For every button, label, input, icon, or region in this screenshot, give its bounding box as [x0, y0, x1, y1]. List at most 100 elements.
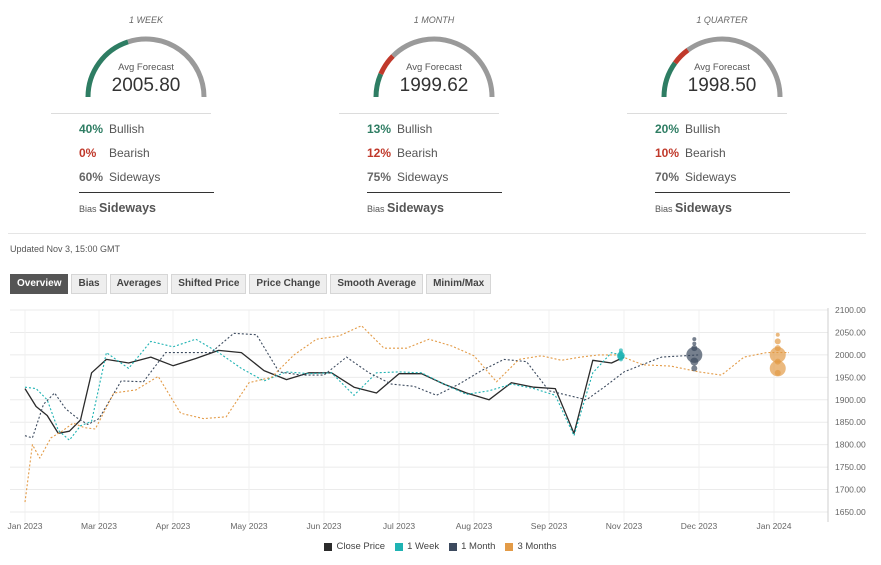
bearish-pct: 12%	[367, 146, 392, 160]
legend-label: 1 Month	[461, 541, 496, 552]
bullish-label: Bullish	[397, 122, 433, 136]
series-line-1-week	[24, 338, 625, 441]
separator	[339, 113, 499, 114]
tab-shifted-price[interactable]: Shifted Price	[171, 274, 247, 294]
forecast-line-chart: 1650.00 1700.00 1750.00 1800.00 1850.00 1900.…	[8, 305, 866, 531]
x-tick-label: Nov 2023	[606, 521, 643, 531]
forecast-point-1-month[interactable]	[692, 337, 697, 342]
section-divider	[8, 233, 866, 234]
bullish-pct: 13%	[367, 122, 392, 136]
series-line-1-month	[24, 332, 700, 439]
bias-row: Bias Sideways	[655, 201, 732, 215]
separator	[51, 113, 211, 114]
tab-overview[interactable]: Overview	[10, 274, 69, 294]
forecast-point-1-month[interactable]	[692, 341, 697, 346]
bias-label: Bias	[79, 204, 97, 214]
x-tick-label: May 2023	[230, 521, 268, 531]
chart-legend: Close Price 1 Week 1 Month 3 Months	[0, 541, 881, 552]
bullish-pct: 20%	[655, 122, 680, 136]
forecast-point-1-month[interactable]	[691, 365, 698, 372]
legend-swatch	[505, 542, 514, 551]
bias-label: Bias	[655, 204, 673, 214]
gauge-bullish-arc	[661, 61, 678, 98]
bullish-row: 20% Bullish	[655, 122, 720, 136]
x-tick-label: Mar 2023	[81, 521, 117, 531]
bearish-label: Bearish	[109, 146, 150, 160]
forecast-point-3-months[interactable]	[774, 369, 781, 376]
legend-swatch	[449, 542, 458, 551]
series-line-3-months	[24, 325, 789, 503]
x-tick-label: Apr 2023	[156, 521, 191, 531]
sideways-label: Sideways	[685, 170, 737, 184]
avg-forecast-value: 1999.62	[399, 75, 469, 96]
gauge-arc	[661, 36, 783, 98]
sideways-row: 60% Sideways	[79, 170, 160, 184]
x-tick-label: Dec 2023	[681, 521, 718, 531]
gauge-period: 1 QUARTER	[696, 15, 748, 25]
x-tick-label: Sep 2023	[531, 521, 568, 531]
avg-forecast-label: Avg Forecast	[694, 62, 750, 73]
bias-underline	[79, 192, 214, 193]
legend-label: 1 Week	[407, 541, 440, 552]
tab-price-change[interactable]: Price Change	[249, 274, 328, 294]
bullish-label: Bullish	[109, 122, 145, 136]
bias-value: Sideways	[675, 201, 733, 215]
x-tick-label: Aug 2023	[456, 521, 493, 531]
gauge-bearish-arc	[378, 54, 395, 76]
tab-smooth-average[interactable]: Smooth Average	[330, 274, 424, 294]
bias-row: Bias Sideways	[79, 201, 156, 215]
legend-label: Close Price	[336, 541, 386, 552]
y-tick-label: 2100.00	[835, 305, 866, 315]
bullish-label: Bullish	[685, 122, 721, 136]
separator	[627, 113, 787, 114]
gauge-sideways-arc	[127, 36, 207, 98]
bearish-row: 10% Bearish	[655, 146, 726, 160]
tab-bias[interactable]: Bias	[71, 274, 107, 294]
bias-row: Bias Sideways	[367, 201, 444, 215]
y-tick-label: 1850.00	[835, 417, 866, 427]
bias-underline	[367, 192, 502, 193]
forecast-point-3-months[interactable]	[775, 332, 780, 337]
chart-tabs: Overview Bias Averages Shifted Price Pri…	[10, 274, 492, 294]
forecast-point-1-week[interactable]	[618, 357, 623, 362]
gauge-period: 1 WEEK	[128, 15, 163, 25]
avg-forecast-value: 1998.50	[687, 75, 757, 96]
avg-forecast-label: Avg Forecast	[406, 62, 462, 73]
forecast-point-3-months[interactable]	[774, 338, 781, 345]
x-tick-label: Jul 2023	[383, 521, 415, 531]
bearish-label: Bearish	[397, 146, 438, 160]
gauge-bullish-arc	[85, 39, 129, 98]
gauge-period: 1 MONTH	[413, 15, 455, 25]
bearish-pct: 10%	[655, 146, 680, 160]
legend-item-3-months[interactable]: 3 Months	[495, 541, 557, 552]
avg-forecast-value: 2005.80	[111, 75, 181, 96]
bias-underline	[655, 192, 790, 193]
bias-value: Sideways	[387, 201, 445, 215]
bearish-row: 0% Bearish	[79, 146, 150, 160]
legend-item-close-price[interactable]: Close Price	[314, 541, 385, 552]
tab-minim-max[interactable]: Minim/Max	[426, 274, 492, 294]
bearish-label: Bearish	[685, 146, 726, 160]
tab-averages[interactable]: Averages	[109, 274, 169, 294]
sideways-label: Sideways	[109, 170, 161, 184]
legend-swatch	[395, 542, 404, 551]
forecast-point-3-months[interactable]	[769, 360, 786, 377]
gauge-bullish-arc	[373, 72, 384, 98]
x-tick-label: Jan 2023	[8, 521, 43, 531]
forecast-point-3-months[interactable]	[769, 346, 786, 363]
bullish-row: 13% Bullish	[367, 122, 432, 136]
gauge-sideways-arc	[686, 36, 783, 98]
y-tick-label: 1700.00	[835, 485, 866, 495]
x-tick-label: Jun 2023	[307, 521, 342, 531]
forecast-point-1-month[interactable]	[690, 357, 699, 366]
legend-swatch	[324, 542, 333, 551]
bias-value: Sideways	[99, 201, 157, 215]
y-tick-label: 1650.00	[835, 507, 866, 517]
forecast-point-1-month[interactable]	[686, 346, 703, 363]
legend-item-1-month[interactable]: 1 Month	[439, 541, 495, 552]
y-tick-label: 1950.00	[835, 372, 866, 382]
gauge-bearish-arc	[673, 48, 690, 65]
legend-item-1-week[interactable]: 1 Week	[385, 541, 439, 552]
sideways-row: 70% Sideways	[655, 170, 736, 184]
bullish-pct: 40%	[79, 122, 104, 136]
